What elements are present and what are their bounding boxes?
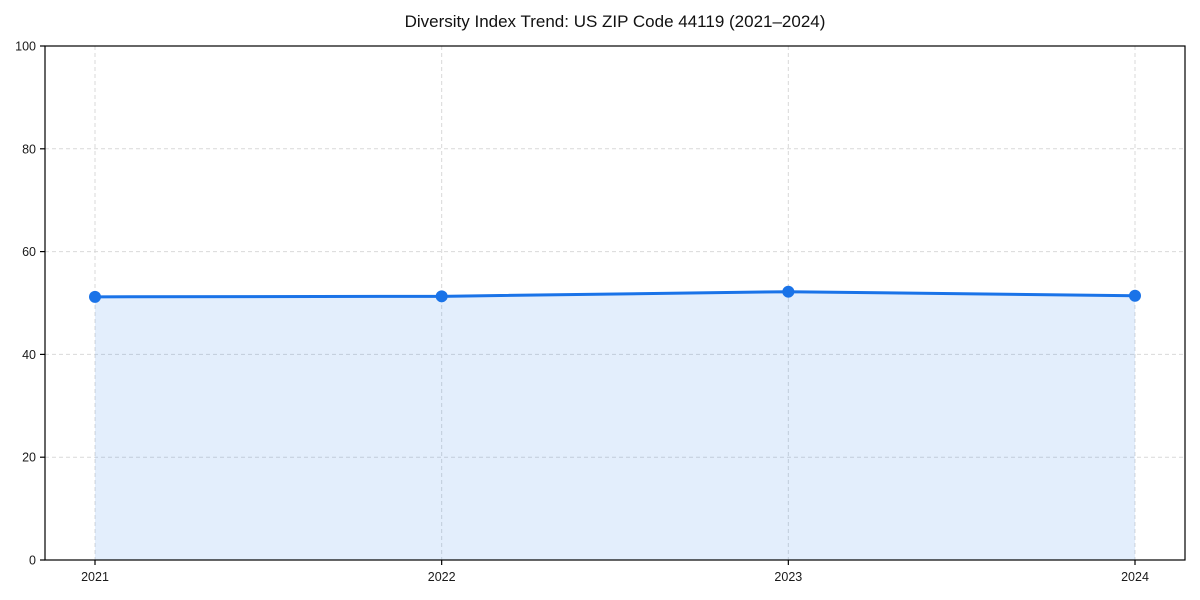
trend-line (93, 290, 1137, 299)
y-tick-label: 80 (22, 142, 36, 156)
data-point-marker (782, 285, 795, 298)
y-tick-label: 20 (22, 451, 36, 465)
x-tick-label: 2023 (774, 570, 802, 584)
y-tick-label: 100 (15, 40, 36, 54)
data-point-marker (89, 290, 101, 303)
x-tick-label: 2024 (1121, 570, 1149, 584)
data-point-marker (435, 290, 448, 303)
data-point-marker (1129, 289, 1141, 302)
chart-title: Diversity Index Trend: US ZIP Code 44119… (404, 12, 826, 31)
y-tick-label: 0 (29, 554, 36, 568)
area-fill (95, 291, 1135, 560)
plot-border (44, 45, 1186, 561)
x-tick-label: 2021 (81, 570, 109, 584)
y-tick-label: 40 (22, 348, 36, 362)
x-tick-label: 2022 (428, 570, 456, 584)
y-tick-label: 60 (22, 245, 36, 259)
